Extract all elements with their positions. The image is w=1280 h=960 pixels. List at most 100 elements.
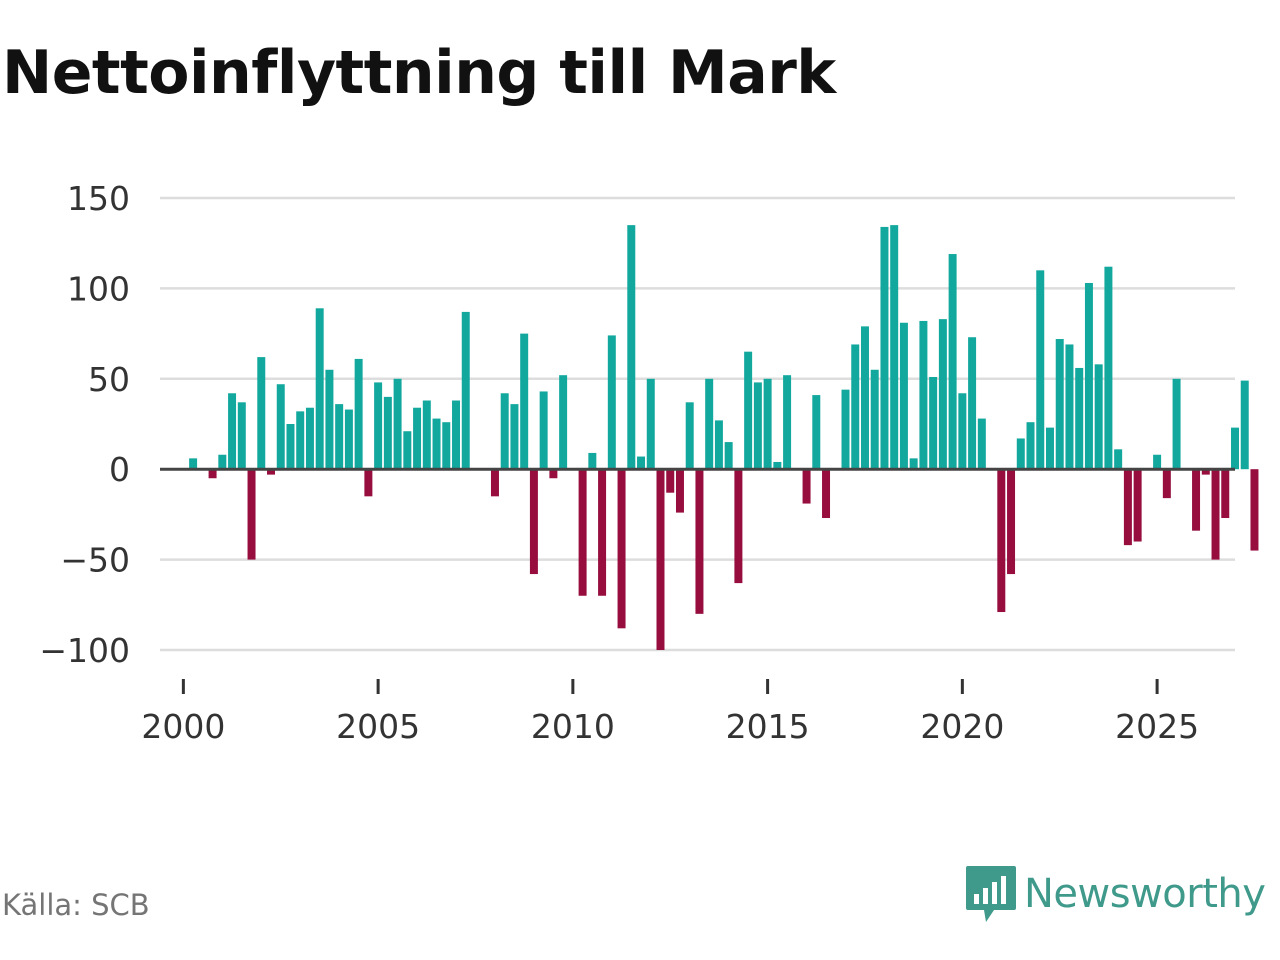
bar [783, 375, 792, 470]
bar [208, 469, 217, 479]
bar [656, 469, 665, 650]
bar [705, 378, 714, 470]
bar [1016, 438, 1025, 470]
bar [714, 420, 723, 470]
bar [422, 400, 431, 470]
bar [890, 225, 899, 470]
bar [432, 418, 441, 470]
bar [598, 469, 607, 596]
bar [860, 326, 869, 470]
bar [977, 418, 986, 470]
bar [529, 469, 538, 575]
bar [452, 400, 461, 470]
bars [189, 225, 1259, 650]
bar [218, 454, 227, 470]
bar [763, 378, 772, 470]
source-label: Källa: SCB [2, 888, 150, 922]
bar [228, 393, 237, 470]
bar [286, 424, 295, 470]
bar [919, 320, 928, 470]
bar [1007, 469, 1016, 575]
x-tick-label: 2005 [336, 707, 420, 746]
bar [1075, 367, 1084, 470]
bar [335, 404, 344, 470]
bar [296, 411, 305, 470]
bar [257, 357, 266, 470]
bar [1192, 469, 1201, 531]
bar [646, 378, 655, 470]
bar [325, 369, 334, 470]
brand-name: Newsworthy [1024, 871, 1266, 917]
bar [247, 469, 256, 560]
y-tick-label: 100 [67, 269, 130, 308]
bar [802, 469, 811, 504]
bar [812, 395, 821, 470]
bar [1133, 469, 1142, 542]
bar [510, 404, 519, 470]
bar [773, 461, 782, 470]
bar [305, 407, 314, 470]
bar [520, 333, 529, 470]
bar [958, 393, 967, 470]
bar [276, 384, 285, 470]
bar [549, 469, 558, 479]
chart-title: Nettoinflyttning till Mark [2, 38, 836, 108]
x-axis-ticks: 2000 2005 2010 2015 2020 2025 [141, 679, 1199, 746]
bar [666, 469, 675, 493]
y-tick-label: 0 [109, 450, 130, 489]
bar [539, 391, 548, 470]
bar [637, 456, 646, 470]
bar [237, 402, 246, 470]
bar [607, 335, 616, 470]
bar [948, 254, 957, 470]
bar [968, 337, 977, 470]
bar [617, 469, 626, 629]
bar [1153, 454, 1162, 470]
bar [393, 378, 402, 470]
bar [695, 469, 704, 614]
bar [851, 344, 860, 470]
bar [841, 389, 850, 470]
bar [383, 396, 392, 470]
newsworthy-logo[interactable]: Newsworthy [964, 864, 1266, 924]
bar [724, 442, 733, 470]
y-tick-label: 50 [88, 360, 130, 399]
bar [578, 469, 587, 596]
bar [461, 311, 470, 470]
bar [1094, 364, 1103, 470]
bar [1045, 427, 1054, 470]
bar [374, 382, 383, 470]
bar [734, 469, 743, 584]
bar [364, 469, 373, 497]
bar [344, 409, 353, 470]
bar [870, 369, 879, 470]
x-tick-label: 2010 [531, 707, 615, 746]
x-tick-label: 2025 [1115, 707, 1199, 746]
bar [1211, 469, 1220, 560]
bar [189, 458, 198, 470]
bar [1162, 469, 1171, 499]
y-axis-tick-labels: 150 100 50 0 −50 −100 [39, 179, 130, 670]
bar [413, 407, 422, 470]
newsworthy-logo-icon [966, 866, 1016, 922]
bar [403, 431, 412, 470]
bar [1104, 266, 1113, 470]
bar [1123, 469, 1132, 546]
y-tick-label: 150 [67, 179, 130, 218]
bar [315, 308, 324, 470]
bar [822, 469, 831, 519]
bar [1055, 339, 1064, 470]
bar [929, 376, 938, 470]
y-tick-label: −50 [60, 541, 130, 580]
y-tick-label: −100 [39, 631, 130, 670]
bar [500, 393, 509, 470]
bar [442, 422, 451, 470]
bar [880, 226, 889, 470]
bar [685, 402, 694, 470]
bar [354, 358, 363, 470]
bar [1026, 422, 1035, 470]
bar [1231, 427, 1239, 470]
bar [1065, 344, 1074, 470]
bar [267, 469, 275, 475]
